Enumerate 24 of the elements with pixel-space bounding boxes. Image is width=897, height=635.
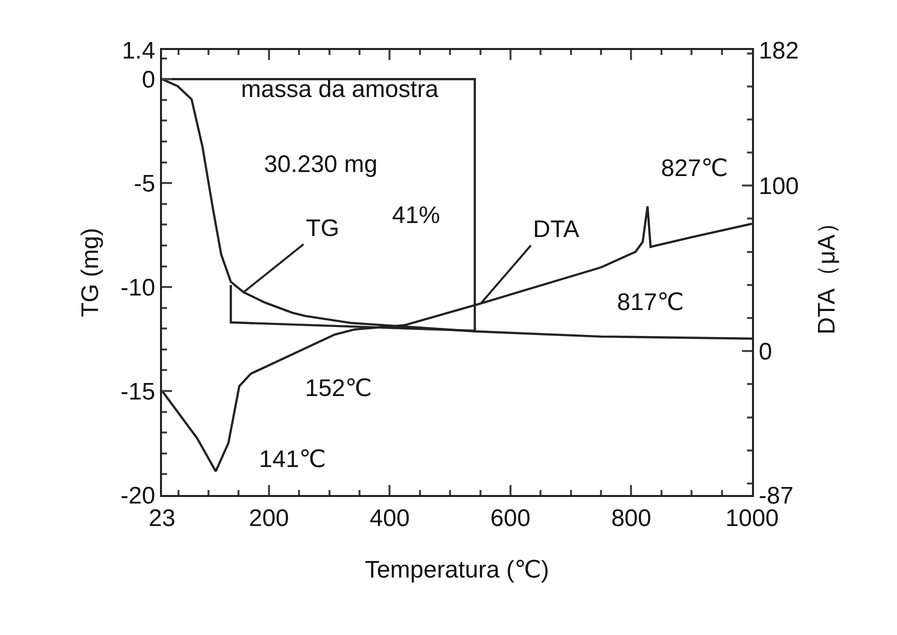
y-tick-label: -5 — [134, 170, 156, 198]
annotation: 41% — [392, 202, 440, 229]
y-tick-label: 0 — [142, 66, 156, 94]
y-axis-title: TG (mg) — [77, 228, 104, 318]
annotation: 817℃ — [617, 289, 684, 316]
y-tick-label: -15 — [120, 378, 156, 406]
y-tick-label: 1.4 — [122, 37, 156, 64]
y2-tick-label: 0 — [758, 338, 772, 366]
y2-axis-title: DTA（μA） — [814, 210, 841, 335]
y2-tick-label: 100 — [758, 173, 799, 200]
x-tick-label: 600 — [490, 504, 530, 532]
y-tick-label: -10 — [120, 274, 156, 302]
series-label: DTA — [533, 216, 580, 243]
annotation: massa da amostra — [241, 76, 440, 103]
y2-tick-label: 182 — [758, 37, 799, 64]
x-tick-label: 800 — [611, 504, 652, 532]
annotation: 152℃ — [305, 375, 372, 402]
text: TG — [306, 215, 340, 242]
annotation: 827℃ — [661, 155, 728, 182]
x-tick-label: 200 — [248, 504, 289, 532]
annotation: 141℃ — [259, 446, 326, 473]
annotation: 30.230 mg — [264, 151, 378, 178]
x-tick-label: 400 — [370, 504, 410, 532]
x-axis-title: Temperatura (℃) — [364, 556, 550, 584]
